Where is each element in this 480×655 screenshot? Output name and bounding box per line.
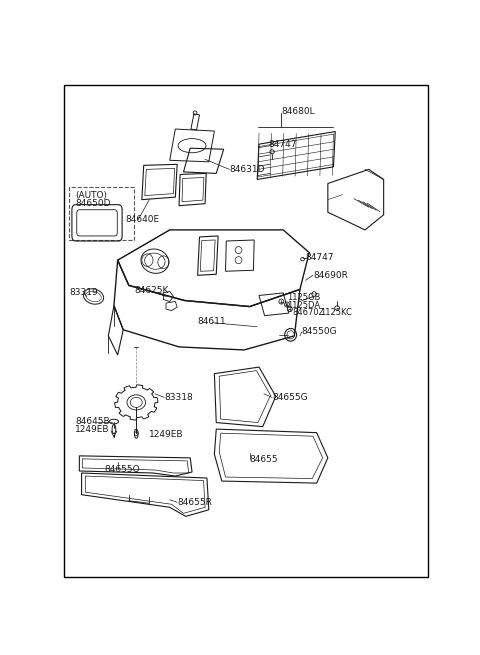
Text: 84747: 84747 bbox=[268, 140, 297, 149]
Text: 84611: 84611 bbox=[198, 317, 226, 326]
Text: 84680L: 84680L bbox=[281, 107, 315, 116]
Text: 84631D: 84631D bbox=[229, 165, 265, 174]
Text: 84645B: 84645B bbox=[75, 417, 109, 426]
Text: 84625K: 84625K bbox=[134, 286, 169, 295]
Text: (AUTO): (AUTO) bbox=[75, 191, 107, 200]
Text: 1125DA: 1125DA bbox=[287, 301, 320, 310]
Text: 1249EB: 1249EB bbox=[149, 430, 184, 439]
Text: 1125KC: 1125KC bbox=[321, 308, 352, 316]
Text: 84550G: 84550G bbox=[302, 328, 337, 336]
Text: 84640E: 84640E bbox=[125, 215, 159, 224]
Text: 84655Q: 84655Q bbox=[105, 465, 140, 474]
Text: 84650D: 84650D bbox=[75, 199, 110, 208]
Text: 84690R: 84690R bbox=[313, 271, 348, 280]
Text: 84670Z: 84670Z bbox=[292, 308, 325, 316]
Text: 83319: 83319 bbox=[69, 288, 98, 297]
Text: 84655R: 84655R bbox=[177, 498, 212, 507]
Text: 84655G: 84655G bbox=[272, 393, 308, 402]
Text: 1125GB: 1125GB bbox=[287, 293, 320, 303]
Text: 84747: 84747 bbox=[305, 253, 334, 262]
Text: 84655: 84655 bbox=[250, 455, 278, 464]
Text: 1249EB: 1249EB bbox=[75, 424, 109, 434]
Text: 83318: 83318 bbox=[164, 393, 193, 402]
